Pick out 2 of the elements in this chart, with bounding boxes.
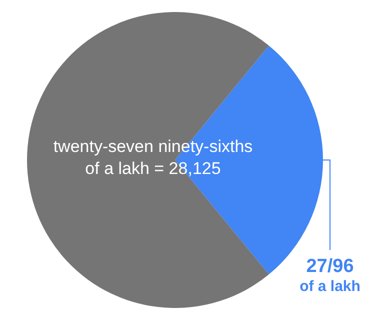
pie-slice (27, 12, 269, 308)
slice-label: 27/96 of a lakh (300, 256, 360, 295)
